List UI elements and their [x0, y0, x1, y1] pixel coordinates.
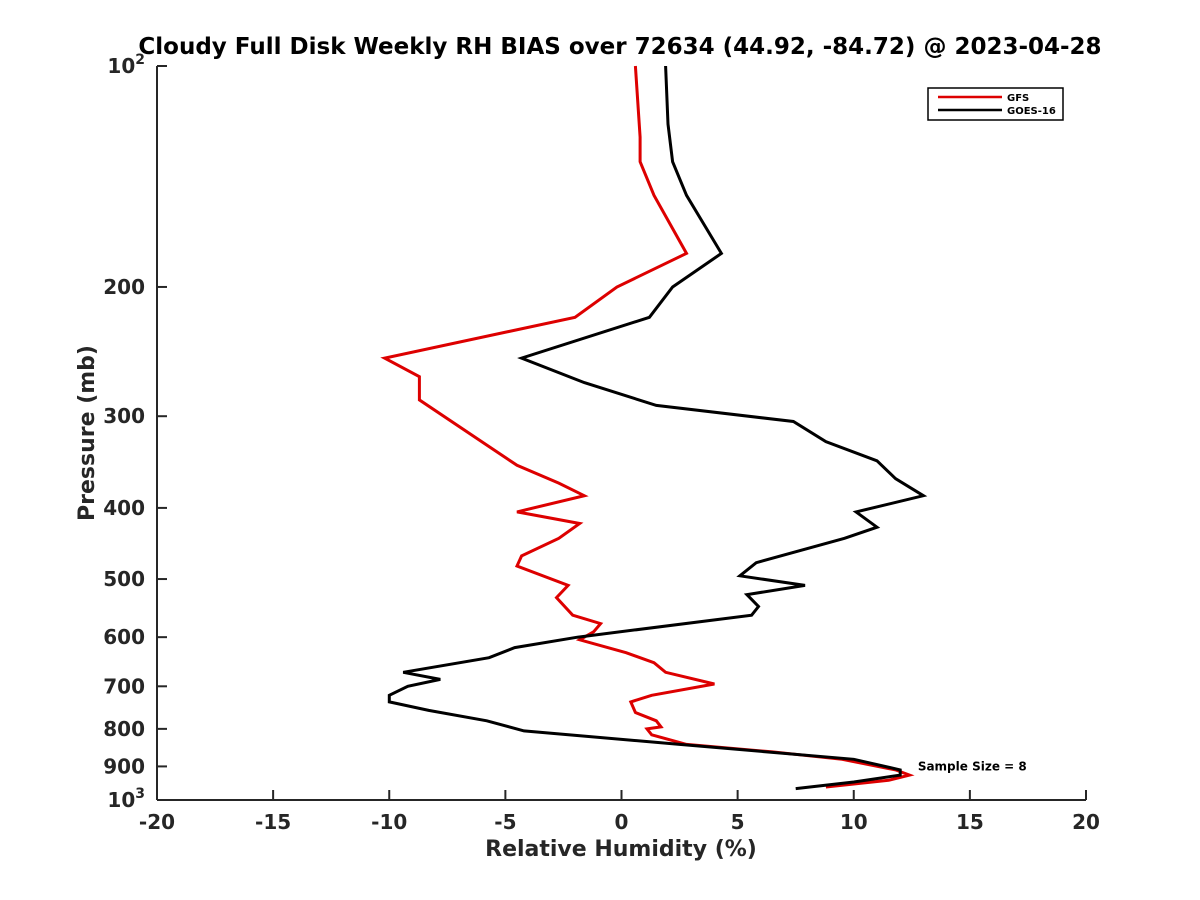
legend-label-gfs: GFS: [1007, 93, 1029, 104]
legend: GFS GOES-16: [927, 87, 1064, 121]
x-tick-label: -5: [494, 810, 516, 834]
y-tick-label: 800: [103, 717, 145, 741]
y-tick-label: 200: [103, 275, 145, 299]
legend-box: [927, 87, 1064, 121]
x-tick-label: 20: [1072, 810, 1100, 834]
y-tick-label: 103: [107, 786, 145, 812]
y-tick-label: 900: [103, 754, 145, 778]
x-tick-label: 0: [615, 810, 629, 834]
x-tick-label: 10: [840, 810, 868, 834]
legend-label-goes-16: GOES-16: [1007, 106, 1056, 117]
chart-title: Cloudy Full Disk Weekly RH BIAS over 726…: [138, 34, 1101, 60]
y-tick-label: 700: [103, 674, 145, 698]
x-axis-title: Relative Humidity (%): [485, 837, 757, 862]
series-line-goes-16: [387, 65, 928, 791]
plot-area: -20 -15 -10 -5 0 5 10 15 20 102 200 300 400 500 600 70…: [103, 52, 1100, 834]
y-tick-label: 400: [103, 496, 145, 520]
x-tick-label: 15: [956, 810, 984, 834]
series-line-gfs: [380, 65, 915, 789]
y-tick-label: 300: [103, 404, 145, 428]
series-lines: [380, 65, 928, 791]
x-tick-label: 5: [731, 810, 745, 834]
x-axis-ticks: -20 -15 -10 -5 0 5 10 15 20: [139, 790, 1100, 834]
y-tick-label: 600: [103, 625, 145, 649]
y-tick-label: 500: [103, 567, 145, 591]
y-axis-ticks: 102 200 300 400 500 600 700 800 900 103: [103, 52, 167, 812]
x-tick-label: -10: [371, 810, 407, 834]
y-axis-title: Pressure (mb): [75, 345, 100, 521]
x-tick-label: -20: [139, 810, 175, 834]
sample-size-annotation: Sample Size = 8: [918, 759, 1027, 773]
x-tick-label: -15: [255, 810, 291, 834]
y-tick-label: 102: [107, 52, 145, 78]
